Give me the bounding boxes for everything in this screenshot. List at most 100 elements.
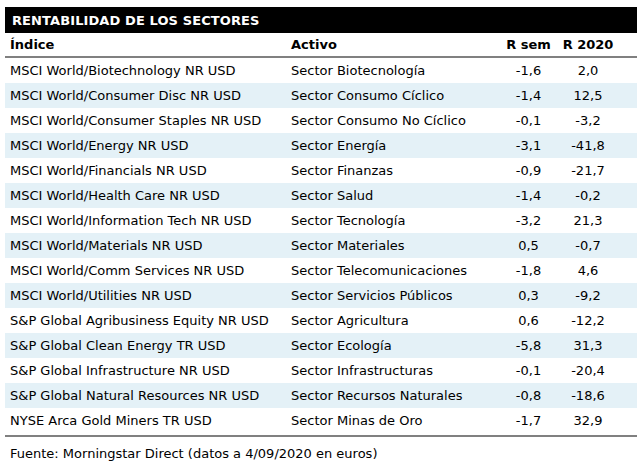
table-header-row: Índice Activo R sem R 2020 [5,33,637,57]
cell-activo: Sector Energía [286,133,500,158]
cell-r-sem: 0,6 [500,308,557,333]
cell-activo: Sector Consumo No Cíclico [286,108,500,133]
table-row: MSCI World/Consumer Staples NR USDSector… [5,108,637,133]
cell-indice: NYSE Arca Gold Miners TR USD [5,408,286,433]
cell-r-2020: -0,2 [557,183,619,208]
cell-spacer [619,83,637,108]
cell-activo: Sector Tecnología [286,208,500,233]
table-row: S&P Global Infrastructure NR USDSector I… [5,358,637,383]
cell-r-sem: -0,1 [500,358,557,383]
cell-r-2020: -20,4 [557,358,619,383]
panel-title: RENTABILIDAD DE LOS SECTORES [12,13,259,28]
cell-activo: Sector Materiales [286,233,500,258]
cell-r-2020: 31,3 [557,333,619,358]
cell-indice: MSCI World/Consumer Disc NR USD [5,83,286,108]
cell-indice: MSCI World/Information Tech NR USD [5,208,286,233]
cell-r-sem: -1,4 [500,183,557,208]
table-row: MSCI World/Materials NR USDSector Materi… [5,233,637,258]
cell-r-sem: -1,8 [500,258,557,283]
cell-spacer [619,233,637,258]
cell-indice: MSCI World/Consumer Staples NR USD [5,108,286,133]
cell-indice: MSCI World/Comm Services NR USD [5,258,286,283]
cell-r-sem: -3,2 [500,208,557,233]
cell-r-sem: -0,8 [500,383,557,408]
cell-spacer [619,258,637,283]
table-row: MSCI World/Health Care NR USDSector Salu… [5,183,637,208]
cell-r-2020: 4,6 [557,258,619,283]
panel-title-bar: RENTABILIDAD DE LOS SECTORES [5,7,637,33]
cell-activo: Sector Recursos Naturales [286,383,500,408]
cell-r-sem: -1,6 [500,57,557,83]
cell-spacer [619,408,637,433]
table-row: MSCI World/Consumer Disc NR USDSector Co… [5,83,637,108]
cell-indice: S&P Global Infrastructure NR USD [5,358,286,383]
cell-spacer [619,108,637,133]
cell-indice: S&P Global Natural Resources NR USD [5,383,286,408]
cell-spacer [619,333,637,358]
cell-r-2020: 12,5 [557,83,619,108]
source-note: Fuente: Morningstar Direct (datos a 4/09… [5,437,637,461]
cell-spacer [619,208,637,233]
cell-r-sem: -0,1 [500,108,557,133]
cell-spacer [619,183,637,208]
cell-indice: MSCI World/Health Care NR USD [5,183,286,208]
sector-returns-panel: RENTABILIDAD DE LOS SECTORES Índice Acti… [0,0,642,461]
cell-activo: Sector Finanzas [286,158,500,183]
cell-activo: Sector Consumo Cíclico [286,83,500,108]
cell-r-sem: 0,5 [500,233,557,258]
cell-indice: MSCI World/Utilities NR USD [5,283,286,308]
cell-r-2020: 2,0 [557,57,619,83]
sector-returns-table: Índice Activo R sem R 2020 MSCI World/Bi… [5,33,637,433]
cell-spacer [619,133,637,158]
table-row: S&P Global Agribusiness Equity NR USDSec… [5,308,637,333]
table-row: MSCI World/Biotechnology NR USDSector Bi… [5,57,637,83]
cell-r-2020: 32,9 [557,408,619,433]
cell-indice: S&P Global Agribusiness Equity NR USD [5,308,286,333]
col-header-indice: Índice [5,33,286,57]
table-row: NYSE Arca Gold Miners TR USDSector Minas… [5,408,637,433]
table-row: MSCI World/Utilities NR USDSector Servic… [5,283,637,308]
cell-r-sem: -0,9 [500,158,557,183]
table-row: MSCI World/Information Tech NR USDSector… [5,208,637,233]
sector-table-body: MSCI World/Biotechnology NR USDSector Bi… [5,57,637,433]
col-header-activo: Activo [286,33,500,57]
cell-spacer [619,57,637,83]
cell-r-sem: 0,3 [500,283,557,308]
cell-activo: Sector Servicios Públicos [286,283,500,308]
cell-activo: Sector Ecología [286,333,500,358]
cell-r-2020: -41,8 [557,133,619,158]
cell-r-sem: -1,7 [500,408,557,433]
cell-indice: MSCI World/Financials NR USD [5,158,286,183]
table-row: MSCI World/Energy NR USDSector Energía-3… [5,133,637,158]
cell-activo: Sector Agricultura [286,308,500,333]
cell-r-2020: 21,3 [557,208,619,233]
cell-indice: S&P Global Clean Energy TR USD [5,333,286,358]
col-header-r-sem: R sem [500,33,557,57]
cell-activo: Sector Infrastructuras [286,358,500,383]
cell-spacer [619,158,637,183]
cell-r-2020: -12,2 [557,308,619,333]
cell-spacer [619,358,637,383]
cell-activo: Sector Salud [286,183,500,208]
cell-r-2020: -0,7 [557,233,619,258]
cell-spacer [619,283,637,308]
cell-r-2020: -9,2 [557,283,619,308]
cell-spacer [619,308,637,333]
cell-r-2020: -21,7 [557,158,619,183]
col-header-spacer [619,33,637,57]
cell-activo: Sector Minas de Oro [286,408,500,433]
cell-r-sem: -5,8 [500,333,557,358]
cell-r-2020: -3,2 [557,108,619,133]
cell-indice: MSCI World/Biotechnology NR USD [5,57,286,83]
cell-r-sem: -1,4 [500,83,557,108]
table-row: S&P Global Clean Energy TR USDSector Eco… [5,333,637,358]
cell-indice: MSCI World/Energy NR USD [5,133,286,158]
cell-spacer [619,383,637,408]
cell-activo: Sector Biotecnología [286,57,500,83]
cell-indice: MSCI World/Materials NR USD [5,233,286,258]
cell-r-2020: -18,6 [557,383,619,408]
table-row: MSCI World/Comm Services NR USDSector Te… [5,258,637,283]
table-row: S&P Global Natural Resources NR USDSecto… [5,383,637,408]
cell-activo: Sector Telecomunicaciones [286,258,500,283]
col-header-r-2020: R 2020 [557,33,619,57]
